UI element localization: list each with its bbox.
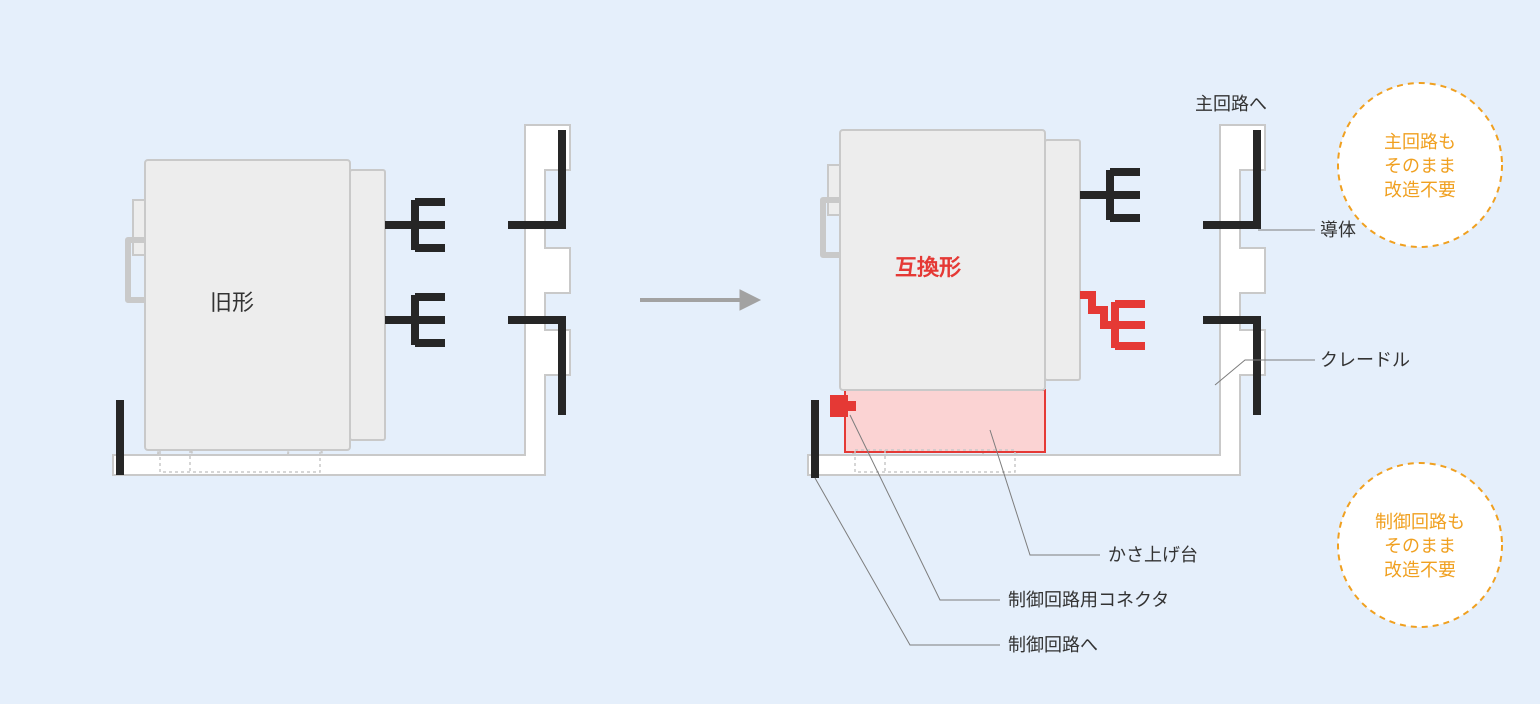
left-device-label: 旧形 bbox=[210, 290, 254, 315]
risers-label: かさ上げ台 bbox=[1108, 545, 1198, 565]
riser-block bbox=[845, 390, 1045, 452]
callout-top-line-3: 改造不要 bbox=[1384, 180, 1456, 200]
arrow-icon bbox=[640, 290, 760, 310]
callout-top: 主回路も そのまま 改造不要 bbox=[1338, 83, 1502, 247]
callout-bottom: 制御回路も そのまま 改造不要 bbox=[1338, 463, 1502, 627]
main-circuit-to-label: 主回路へ bbox=[1195, 94, 1267, 114]
left-connector-top-icon bbox=[385, 200, 445, 250]
right-connector-red-icon bbox=[1080, 295, 1145, 348]
callout-bottom-line-1: 制御回路も bbox=[1375, 512, 1465, 532]
callout-bottom-line-2: そのまま bbox=[1384, 536, 1456, 556]
left-connector-bottom-icon bbox=[385, 295, 445, 345]
callout-bottom-line-3: 改造不要 bbox=[1384, 560, 1456, 580]
control-connector-label: 制御回路用コネクタ bbox=[1008, 590, 1169, 610]
left-device-group: 旧形 bbox=[113, 125, 570, 475]
conductor-label: 導体 bbox=[1320, 220, 1356, 240]
right-device-group: 互換形 bbox=[808, 125, 1265, 478]
callout-top-line-1: 主回路も bbox=[1384, 132, 1456, 152]
cradle-label: クレードル bbox=[1320, 350, 1410, 370]
control-circuit-to-label: 制御回路へ bbox=[1008, 635, 1098, 655]
right-connector-top-icon bbox=[1080, 170, 1140, 220]
right-device-label: 互換形 bbox=[895, 255, 961, 280]
diagram-canvas: 旧形 bbox=[0, 0, 1540, 704]
callout-top-line-2: そのまま bbox=[1384, 156, 1456, 176]
